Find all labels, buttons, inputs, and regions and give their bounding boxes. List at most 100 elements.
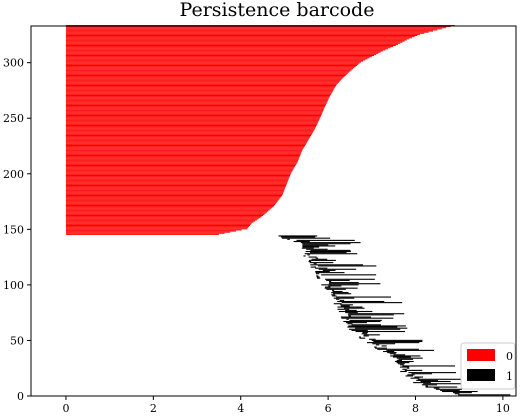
bar-h0 [65, 85, 337, 86]
bar-h0 [65, 75, 346, 76]
bar-h0 [65, 43, 399, 45]
bar-h1 [348, 315, 351, 317]
bar-h0 [65, 53, 377, 55]
bar-h1 [325, 278, 375, 280]
bar-h0 [65, 170, 293, 172]
bar-h0 [65, 145, 306, 146]
bar-h0 [65, 152, 302, 154]
bar-h0 [65, 29, 438, 31]
bar-h0 [65, 52, 379, 54]
bar-h1 [331, 289, 335, 291]
bar-h1 [374, 346, 377, 348]
bar-h1 [398, 358, 414, 360]
bar-h0 [65, 206, 274, 208]
bar-h0 [65, 37, 412, 39]
bar-h1 [314, 267, 328, 269]
bar-h1 [287, 238, 290, 240]
chart-title: Persistence barcode [180, 0, 375, 21]
bar-h0 [65, 181, 288, 183]
bar-h1 [280, 236, 316, 238]
x-tick-label: 2 [150, 402, 157, 415]
bar-h1 [414, 376, 424, 378]
y-tick-label: 200 [3, 168, 24, 181]
bar-h0 [65, 68, 354, 70]
bar-h1 [340, 316, 371, 318]
bar-h0 [65, 216, 262, 218]
bar-h0 [65, 182, 288, 184]
bar-h0 [65, 196, 282, 198]
bar-h0 [65, 32, 425, 34]
bar-h0 [65, 198, 280, 200]
bar-h0 [65, 67, 355, 69]
bar-h1 [311, 258, 328, 260]
bar-h1 [316, 273, 320, 275]
bar-h1 [322, 269, 336, 271]
bar-h0 [65, 38, 410, 40]
bar-h0 [65, 51, 381, 53]
bar-h0 [65, 102, 327, 104]
bar-h0 [65, 153, 301, 155]
bar-h0 [65, 136, 311, 138]
bar-h0 [65, 150, 302, 152]
bar-h1 [301, 247, 314, 249]
bar-h0 [65, 95, 331, 96]
bar-h0 [65, 115, 322, 116]
bar-h0 [65, 87, 335, 89]
bar-h0 [65, 111, 323, 113]
bar-h1 [300, 242, 361, 244]
bar-h0 [65, 78, 343, 80]
bar-h1 [328, 283, 381, 285]
bar-h1 [341, 302, 403, 304]
bar-h1 [315, 272, 345, 274]
y-tick-label: 50 [10, 334, 24, 347]
bar-h0 [65, 197, 281, 199]
bar-h0 [65, 226, 250, 228]
bar-h0 [65, 82, 338, 84]
bar-h0 [65, 141, 308, 143]
bar-h0 [65, 101, 328, 103]
bar-h1 [371, 339, 423, 341]
bar-h0 [65, 227, 249, 229]
bar-h1 [316, 275, 319, 277]
bar-h0 [65, 213, 265, 215]
bar-h1 [315, 270, 330, 273]
bar-h0 [65, 205, 275, 206]
bar-h0 [65, 49, 386, 51]
x-tick-label: 10 [496, 402, 510, 415]
bar-h0 [65, 147, 304, 149]
bar-h0 [65, 100, 328, 102]
bar-h1 [309, 259, 336, 261]
bar-h0 [65, 89, 334, 91]
bar-h0 [65, 130, 314, 132]
bar-h0 [65, 160, 298, 162]
bar-h1 [351, 329, 368, 331]
bar-h0 [65, 63, 359, 65]
bar-h1 [425, 385, 428, 387]
bar-h0 [65, 71, 350, 73]
bar-h1 [308, 260, 312, 263]
bar-h0 [65, 125, 317, 126]
bar-h0 [65, 61, 361, 63]
bars-layer [65, 25, 511, 396]
bar-h0 [65, 172, 291, 174]
bar-h0 [65, 69, 352, 71]
bar-h1 [324, 286, 331, 288]
bar-h0 [65, 137, 310, 139]
bar-h1 [316, 276, 320, 278]
bar-h1 [337, 308, 350, 310]
bar-h1 [433, 387, 440, 389]
bar-h1 [326, 279, 350, 281]
bar-h1 [402, 368, 407, 370]
bar-h0 [65, 222, 252, 224]
bar-h0 [65, 178, 289, 180]
bar-h0 [65, 138, 310, 140]
bar-h1 [381, 345, 387, 347]
bar-h0 [65, 97, 330, 99]
x-tick-label: 8 [412, 402, 419, 415]
bar-h1 [400, 366, 410, 368]
bar-h1 [372, 343, 396, 345]
bar-h0 [65, 202, 277, 204]
bar-h1 [348, 328, 401, 330]
bar-h0 [65, 122, 318, 124]
bar-h0 [65, 220, 256, 222]
